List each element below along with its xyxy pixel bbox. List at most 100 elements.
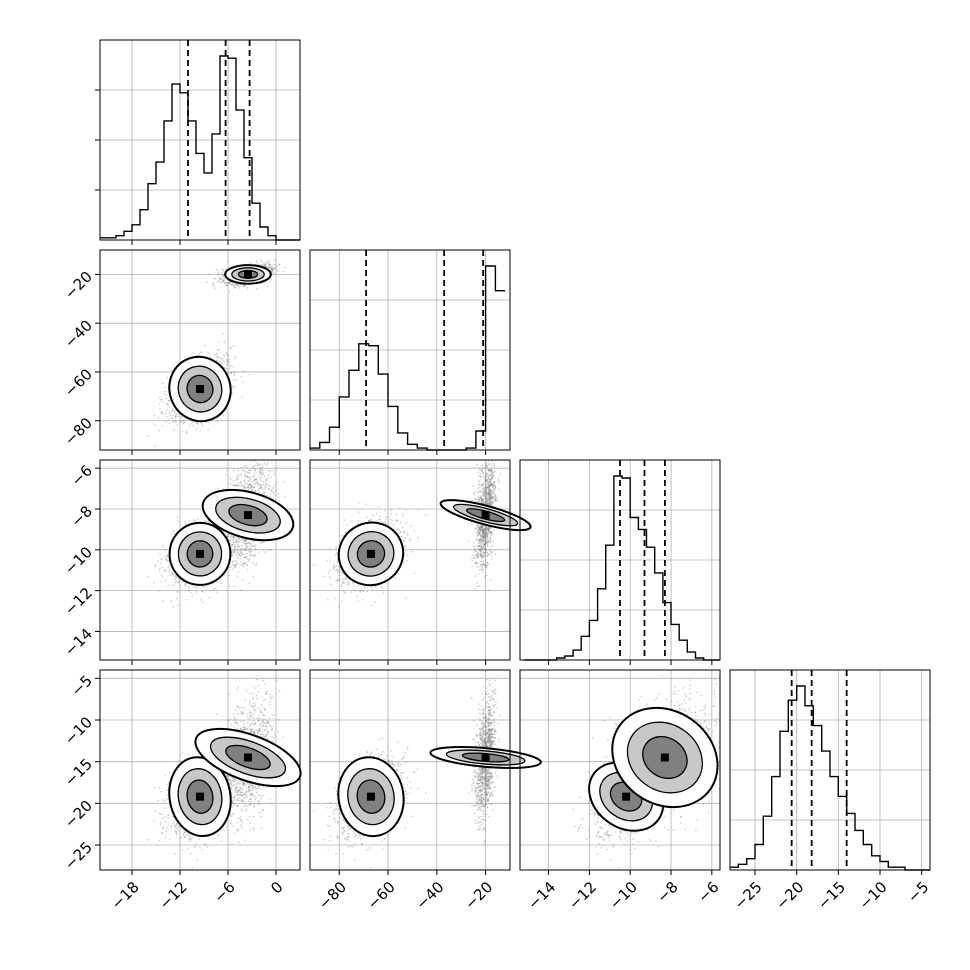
scatter-point (240, 560, 242, 563)
scatter-point (204, 344, 206, 347)
scatter-point (251, 486, 254, 489)
scatter-point (235, 553, 238, 556)
scatter-point (258, 491, 261, 494)
scatter-point (219, 360, 222, 363)
scatter-point (356, 522, 359, 525)
scatter-point (168, 400, 171, 402)
scatter-point (231, 568, 234, 570)
scatter-point (217, 349, 220, 352)
scatter-point (212, 285, 215, 287)
scatter-point (216, 487, 219, 490)
scatter-point (255, 564, 257, 567)
scatter-point (182, 421, 185, 423)
scatter-point (229, 483, 232, 485)
scatter-point (262, 492, 264, 494)
scatter-point (379, 515, 381, 517)
scatter-point (172, 418, 174, 420)
scatter-point (250, 484, 253, 487)
scatter-point (248, 262, 251, 264)
scatter-point (245, 539, 247, 542)
scatter-point (175, 413, 178, 415)
scatter-point (208, 273, 211, 275)
scatter-point (360, 586, 363, 589)
scatter-point (183, 419, 186, 421)
scatter-point (174, 414, 177, 417)
scatter-point (229, 283, 232, 286)
scatter-point (267, 487, 270, 490)
scatter-point (190, 423, 192, 425)
scatter-point (253, 490, 256, 493)
scatter-point (228, 290, 231, 293)
scatter-point (164, 397, 167, 400)
panel-0-0 (100, 40, 300, 240)
scatter-point (256, 462, 259, 465)
scatter-point (244, 544, 247, 547)
scatter-point (187, 589, 190, 592)
scatter-point (213, 587, 215, 590)
scatter-point (254, 555, 257, 558)
scatter-point (178, 501, 181, 504)
scatter-point (177, 604, 180, 606)
scatter-point (225, 358, 228, 361)
scatter-point (170, 417, 173, 419)
scatter-point (154, 564, 157, 567)
scatter-point (406, 534, 409, 536)
scatter-point (225, 284, 228, 287)
scatter-point (195, 592, 198, 595)
scatter-point (157, 560, 160, 562)
scatter-point (167, 566, 170, 569)
scatter-point (179, 419, 182, 422)
scatter-point (237, 540, 240, 542)
scatter-point (180, 416, 183, 419)
scatter-point (160, 412, 163, 414)
scatter-point (178, 420, 181, 423)
scatter-point (266, 285, 269, 288)
scatter-point (195, 428, 198, 431)
scatter-point (177, 580, 179, 583)
scatter-point (233, 385, 236, 388)
scatter-point (385, 518, 388, 521)
scatter-point (167, 405, 170, 407)
scatter-point (248, 480, 251, 483)
scatter-point (243, 371, 246, 373)
scatter-point (267, 469, 270, 472)
scatter-point (241, 553, 244, 555)
scatter-point (170, 600, 173, 603)
scatter-point (343, 519, 346, 522)
scatter-point (170, 369, 173, 372)
scatter-point (357, 600, 360, 602)
scatter-point (246, 483, 249, 485)
scatter-point (154, 445, 157, 448)
scatter-point (229, 568, 231, 571)
scatter-point (272, 491, 275, 494)
scatter-point (160, 580, 163, 583)
scatter-point (251, 561, 254, 563)
scatter-point (375, 512, 378, 515)
scatter-point (173, 429, 175, 431)
scatter-point (231, 543, 234, 546)
scatter-point (161, 566, 164, 569)
scatter-point (237, 545, 240, 548)
scatter-point (234, 541, 237, 544)
scatter-point (239, 472, 242, 475)
scatter-point (214, 287, 217, 290)
scatter-point (327, 572, 330, 575)
scatter-point (176, 516, 179, 519)
scatter-point (184, 523, 187, 526)
scatter-point (270, 489, 272, 492)
scatter-point (216, 357, 219, 359)
scatter-point (147, 575, 149, 578)
scatter-point (253, 545, 256, 548)
scatter-point (223, 359, 225, 362)
scatter-point (193, 519, 196, 522)
scatter-point (398, 507, 401, 509)
scatter-point (170, 411, 173, 413)
scatter-point (244, 548, 247, 551)
scatter-point (273, 259, 276, 261)
scatter-point (255, 261, 258, 264)
scatter-point (233, 372, 236, 375)
scatter-point (263, 262, 265, 265)
scatter-point (406, 554, 409, 557)
scatter-point (269, 493, 272, 495)
scatter-point (245, 471, 248, 473)
